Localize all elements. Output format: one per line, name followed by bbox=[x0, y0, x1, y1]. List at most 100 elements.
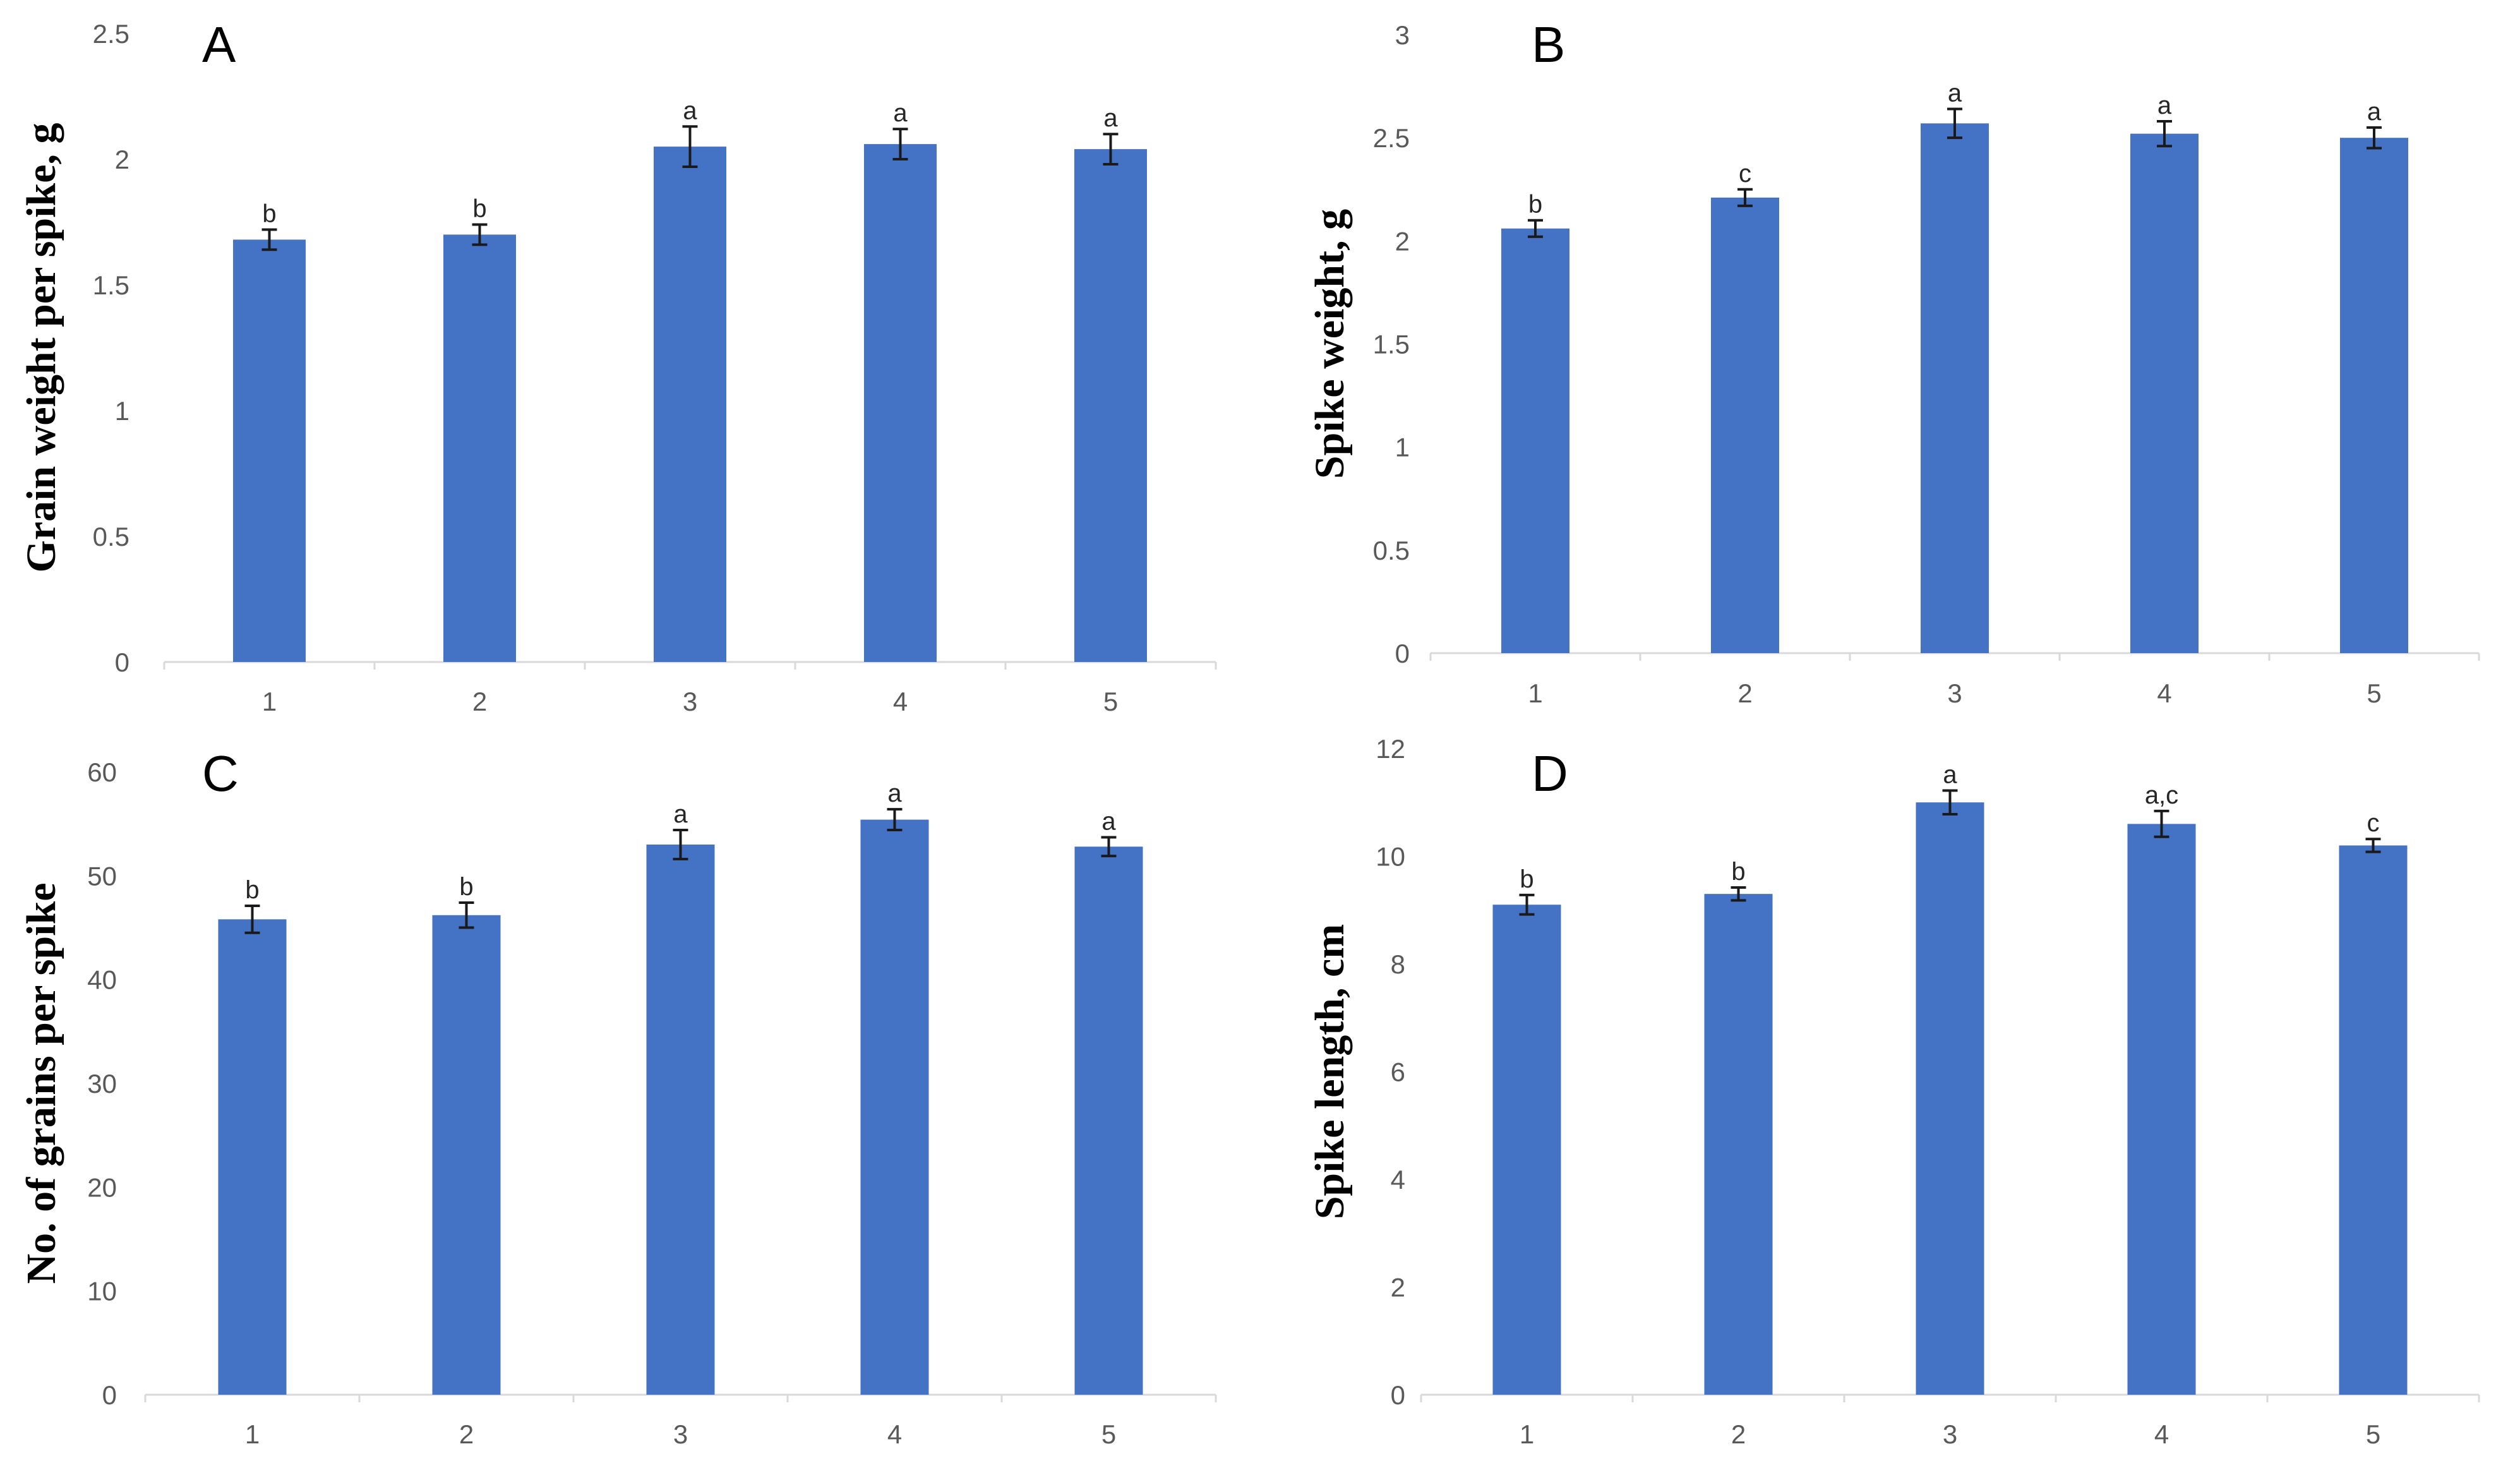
error-bar bbox=[459, 901, 474, 929]
y-tick-label: 1 bbox=[1395, 433, 1410, 462]
y-tick-label: 2 bbox=[115, 145, 129, 174]
bar bbox=[1704, 894, 1773, 1395]
y-tick-label: 60 bbox=[87, 757, 117, 787]
chart-panel-d: D Spike length, cm 0 2 4 6 8 10 12 b 1 b 2 a 3 a,c 4 c 5 bbox=[1307, 734, 2480, 1449]
panel-letter: D bbox=[1532, 745, 1568, 802]
x-tick-label: 4 bbox=[2154, 1419, 2169, 1449]
y-tick-label: 50 bbox=[87, 861, 117, 891]
significance-label: a bbox=[1943, 761, 1957, 788]
bar bbox=[1916, 802, 1984, 1395]
y-axis-label: Grain weight per spike, g bbox=[18, 123, 64, 573]
significance-label: a,c bbox=[2145, 781, 2178, 809]
y-tick-label: 2.5 bbox=[1373, 123, 1410, 153]
panel-letter: A bbox=[202, 16, 236, 73]
error-bar bbox=[472, 223, 488, 246]
y-tick-label: 0 bbox=[102, 1380, 117, 1410]
panel-letter: C bbox=[202, 745, 239, 802]
significance-label: b bbox=[1520, 865, 1533, 893]
bar bbox=[2340, 138, 2408, 653]
y-tick-label: 8 bbox=[1391, 949, 1405, 979]
y-tick-label: 30 bbox=[87, 1069, 117, 1098]
bar bbox=[218, 919, 287, 1395]
bar bbox=[1074, 149, 1147, 662]
error-bar bbox=[887, 808, 903, 832]
error-bar bbox=[1519, 893, 1535, 916]
bar bbox=[1921, 123, 1989, 653]
y-axis-label: Spike length, cm bbox=[1307, 924, 1353, 1220]
bar bbox=[646, 845, 715, 1395]
y-tick-label: 1.5 bbox=[1373, 330, 1410, 359]
chart-panel-a: A Grain weight per spike, g 0 0.5 1 1.5 2 2.5 b 1… bbox=[18, 16, 1217, 716]
significance-label: b bbox=[472, 195, 486, 222]
bar bbox=[1501, 228, 1569, 654]
chart-panel-c: C No. of grains per spike 0 10 20 30 40 50 60 b 1 b… bbox=[18, 745, 1217, 1449]
x-tick-label: 2 bbox=[1737, 678, 1752, 708]
x-tick-label: 2 bbox=[459, 1419, 474, 1449]
significance-label: c bbox=[2367, 809, 2380, 837]
y-tick-label: 12 bbox=[1376, 734, 1405, 764]
error-bar bbox=[2154, 809, 2169, 838]
error-bar bbox=[1947, 107, 1962, 140]
y-tick-label: 2 bbox=[1395, 226, 1410, 256]
error-bar bbox=[1101, 836, 1117, 858]
error-bar bbox=[892, 128, 908, 160]
bar bbox=[1492, 905, 1561, 1395]
bar bbox=[2339, 845, 2408, 1395]
x-tick-label: 4 bbox=[887, 1419, 902, 1449]
x-tick-label: 5 bbox=[2367, 678, 2381, 708]
y-tick-label: 1.5 bbox=[93, 270, 129, 300]
x-tick-label: 2 bbox=[1731, 1419, 1746, 1449]
x-tick-label: 3 bbox=[1947, 678, 1962, 708]
x-tick-label: 5 bbox=[1101, 1419, 1116, 1449]
y-tick-label: 0 bbox=[1395, 639, 1410, 668]
significance-label: a bbox=[893, 99, 908, 127]
significance-label: a bbox=[673, 800, 688, 828]
significance-label: b bbox=[459, 873, 473, 901]
x-tick-label: 4 bbox=[2157, 678, 2171, 708]
significance-label: a bbox=[1948, 79, 1962, 107]
error-bar bbox=[673, 829, 688, 861]
x-tick-label: 5 bbox=[1103, 687, 1118, 716]
x-tick-label: 3 bbox=[1943, 1419, 1957, 1449]
y-tick-label: 4 bbox=[1391, 1165, 1405, 1194]
bar bbox=[443, 234, 516, 662]
error-bar bbox=[1942, 789, 1958, 816]
significance-label: a bbox=[2367, 98, 2382, 126]
x-tick-label: 1 bbox=[1528, 678, 1542, 708]
y-tick-label: 20 bbox=[87, 1172, 117, 1202]
significance-label: b bbox=[262, 200, 276, 227]
y-tick-label: 1 bbox=[115, 396, 129, 426]
error-bar bbox=[261, 228, 277, 251]
significance-label: b bbox=[1528, 191, 1542, 219]
bar bbox=[2127, 824, 2196, 1395]
y-axis-label: Spike weight, g bbox=[1307, 209, 1353, 479]
x-tick-label: 3 bbox=[673, 1419, 688, 1449]
y-tick-label: 0.5 bbox=[93, 522, 129, 551]
x-tick-label: 5 bbox=[2366, 1419, 2380, 1449]
bar bbox=[860, 819, 929, 1395]
significance-label: a bbox=[887, 779, 902, 807]
x-tick-label: 4 bbox=[893, 687, 908, 716]
bar bbox=[2130, 133, 2199, 653]
error-bar bbox=[1528, 219, 1543, 238]
x-tick-label: 1 bbox=[1520, 1419, 1534, 1449]
bar bbox=[233, 239, 306, 662]
significance-label: c bbox=[1739, 160, 1751, 188]
bar bbox=[654, 147, 726, 663]
y-axis-label: No. of grains per spike bbox=[18, 883, 64, 1284]
x-tick-label: 3 bbox=[683, 687, 697, 716]
y-tick-label: 2 bbox=[1391, 1273, 1405, 1303]
error-bar bbox=[1103, 133, 1119, 165]
y-tick-label: 3 bbox=[1395, 20, 1410, 50]
significance-label: a bbox=[2157, 92, 2172, 119]
error-bar bbox=[682, 125, 698, 168]
y-tick-label: 0 bbox=[1391, 1380, 1405, 1410]
significance-label: a bbox=[683, 97, 697, 124]
error-bar bbox=[1737, 188, 1753, 207]
error-bar bbox=[244, 904, 260, 934]
significance-label: a bbox=[1103, 104, 1118, 132]
error-bar bbox=[2365, 838, 2381, 853]
y-tick-label: 10 bbox=[1376, 842, 1405, 872]
panel-letter: B bbox=[1532, 16, 1565, 73]
chart-panel-b: B Spike weight, g 0 0.5 1 1.5 2 2.5 3 b 1 c 2 a 3 a 4 a 5 bbox=[1307, 16, 2480, 708]
